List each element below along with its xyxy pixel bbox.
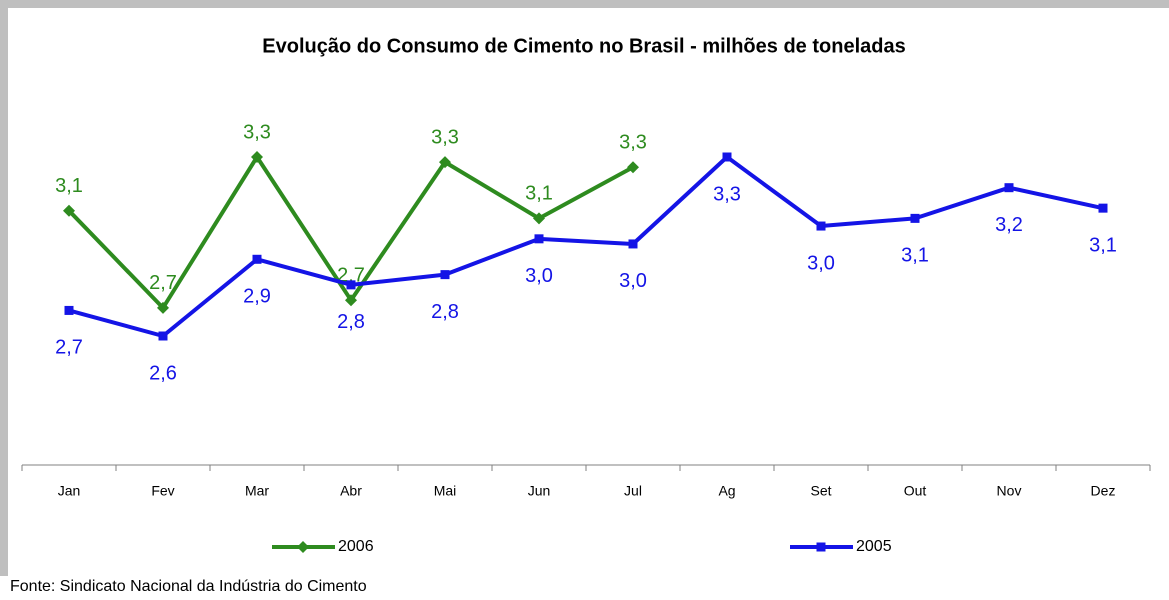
marker bbox=[346, 280, 356, 290]
series-line bbox=[68, 155, 1104, 338]
data-label: 3,3 bbox=[619, 132, 647, 154]
marker bbox=[251, 151, 263, 163]
marker bbox=[1098, 203, 1108, 213]
x-tick-label: Abr bbox=[340, 483, 362, 499]
data-label: 3,3 bbox=[431, 126, 459, 148]
data-label: 3,0 bbox=[807, 252, 835, 274]
data-label: 2,7 bbox=[149, 272, 177, 294]
data-label: 3,1 bbox=[525, 183, 553, 205]
data-label: 3,3 bbox=[243, 121, 271, 143]
marker bbox=[297, 541, 309, 553]
data-label: 2,8 bbox=[337, 311, 365, 333]
data-label: 2,9 bbox=[243, 286, 271, 308]
marker bbox=[534, 234, 544, 244]
source-note: Fonte: Sindicato Nacional da Indústria d… bbox=[10, 578, 367, 595]
marker bbox=[345, 294, 357, 307]
data-label: 3,0 bbox=[525, 265, 553, 287]
marker bbox=[1004, 183, 1014, 193]
marker bbox=[158, 331, 168, 341]
x-tick-label: Mar bbox=[245, 483, 269, 499]
x-tick-label: Nov bbox=[997, 483, 1022, 499]
marker bbox=[722, 152, 732, 162]
marker bbox=[157, 301, 169, 314]
x-tick-label: Dez bbox=[1091, 483, 1116, 499]
marker bbox=[440, 270, 450, 280]
x-tick-label: Set bbox=[810, 483, 831, 499]
marker bbox=[533, 212, 545, 225]
data-label: 3,1 bbox=[901, 245, 929, 267]
legend-label: 2005 bbox=[856, 538, 892, 555]
marker bbox=[816, 221, 826, 231]
x-tick-label: Mai bbox=[434, 483, 457, 499]
marker bbox=[627, 161, 639, 174]
data-label: 3,3 bbox=[713, 183, 741, 205]
data-label: 2,6 bbox=[149, 362, 177, 384]
x-tick-label: Jun bbox=[528, 483, 551, 499]
data-label: 3,2 bbox=[995, 214, 1023, 236]
marker bbox=[816, 542, 826, 552]
x-tick-label: Ag bbox=[718, 483, 735, 499]
x-tick-label: Jan bbox=[58, 483, 81, 499]
data-label: 3,0 bbox=[619, 270, 647, 292]
marker bbox=[252, 254, 262, 264]
data-label: 2,7 bbox=[55, 337, 83, 359]
x-tick-label: Jul bbox=[624, 483, 642, 499]
frame-top bbox=[0, 0, 1169, 8]
data-label: 2,8 bbox=[431, 301, 459, 323]
data-label: 3,1 bbox=[1089, 234, 1117, 256]
marker bbox=[64, 305, 74, 315]
data-label: 3,1 bbox=[55, 175, 83, 197]
x-tick-label: Out bbox=[904, 483, 927, 499]
marker bbox=[439, 156, 451, 169]
x-tick-label: Fev bbox=[151, 483, 174, 499]
legend-label: 2006 bbox=[338, 538, 374, 555]
frame-left bbox=[0, 0, 8, 576]
chart-title: Evolução do Consumo de Cimento no Brasil… bbox=[262, 35, 905, 57]
marker bbox=[628, 239, 638, 249]
marker bbox=[63, 204, 75, 217]
marker bbox=[910, 213, 920, 223]
